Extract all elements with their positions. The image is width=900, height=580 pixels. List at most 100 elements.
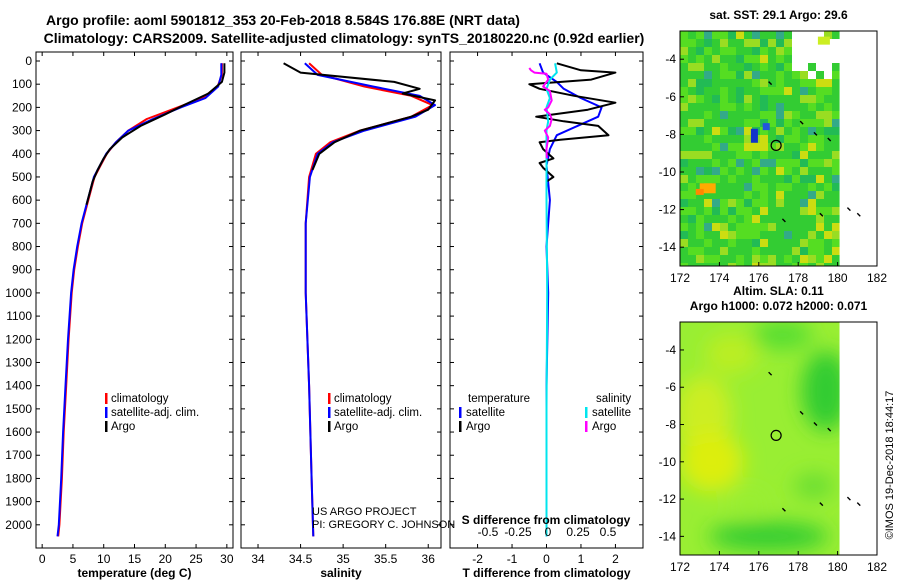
sst-cell [744,127,752,135]
sst-cell [688,31,696,39]
sst-cell [696,207,704,215]
sst-cell [832,127,840,135]
sst-cell [704,127,712,135]
sst-cell [720,39,728,47]
temperature-xtick-label: 0 [39,552,46,566]
sst-cell [744,191,752,199]
sst-cell [792,247,800,255]
sst-cell [832,95,840,103]
sst_map-field [680,31,877,266]
sst-cell [760,263,768,266]
sst-cell [760,223,768,231]
sst-cell [704,63,712,71]
sst-cell [744,111,752,119]
sst-cell [688,79,696,87]
sst_map-land-area [839,31,877,266]
sst-cell [744,167,752,175]
sst-cell [704,247,712,255]
sst-cell [688,223,696,231]
sst-cell [720,239,728,247]
sst-cell [728,63,736,71]
sst-patch [699,183,716,194]
sst-cell [696,215,704,223]
salinity-axes-frame [240,51,442,549]
sla_map-land-area [839,322,877,555]
temperature-ytick-label: 1400 [5,379,32,393]
sst-cell [768,87,776,95]
sst-cell [688,111,696,119]
sst-cell [720,79,728,87]
sst-cell [680,199,688,207]
sst-cell [776,63,784,71]
sst-cell [776,119,784,127]
sst-cell [824,95,832,103]
sst-cell [784,111,792,119]
sst-cell [816,239,824,247]
sst-cell [712,151,720,159]
sst-cell [680,47,688,55]
sst-cell [768,127,776,135]
sst-cell [760,87,768,95]
differences-series-t-argo [528,62,617,183]
sst-cell [760,207,768,215]
sst-cell [688,191,696,199]
temperature-ytick-label: 1200 [5,332,32,346]
sst-cell [808,119,816,127]
sst-cell [688,71,696,79]
temperature-ytick-label: 1300 [5,355,32,369]
sst-cell [712,63,720,71]
sst-cell [680,183,688,191]
sst-cell [752,95,760,103]
sst-cell [808,239,816,247]
sst-cell [824,183,832,191]
temperature-xtick-label: 5 [70,552,77,566]
sst-cell [736,151,744,159]
sst-cell [784,63,792,71]
sst-cell [688,127,696,135]
sst_map-xtick-label: 174 [709,271,729,285]
sst-cell [760,175,768,183]
sst-cell [816,127,824,135]
sst-cell [816,207,824,215]
sst-cell [720,135,728,143]
sst-cell [768,39,776,47]
sst-patch [762,123,770,131]
sst-cell [680,231,688,239]
sst-cell [752,199,760,207]
sst-cell [824,79,832,87]
island-marker [827,137,832,142]
salinity-xtick-label: 34 [251,552,265,566]
island-marker [813,422,818,427]
credit-project: US ARGO PROJECT [312,506,417,518]
differences-legend-left-swatch [459,421,462,432]
sst-cell [696,47,704,55]
sst-cell [816,231,824,239]
sla_map-ytick-label: -6 [665,380,676,394]
sst-cell [832,207,840,215]
island-marker [781,507,786,512]
salinity-xlabel: salinity [320,566,362,580]
sst_map-ytick-label: -10 [659,165,677,179]
temperature-xtick-label: 20 [159,552,173,566]
sst-cell [816,119,824,127]
sst-cell [792,183,800,191]
sst_map-ytick-label: -8 [665,127,676,141]
sst-cell [680,247,688,255]
temperature-ytick-label: 500 [12,170,32,184]
sst-cell [696,239,704,247]
sst-cell [792,103,800,111]
sst-cell [712,199,720,207]
sst-cell [816,87,824,95]
island-marker [768,81,773,86]
temperature-xtick-label: 10 [97,552,111,566]
differences-legend-left-label: satellite [466,407,505,419]
sst-cell [752,231,760,239]
sst-cell [792,143,800,151]
sst-cell [792,127,800,135]
sst-cell [816,79,824,87]
sst-cell [816,95,824,103]
sst-cell [824,111,832,119]
sst-cell [728,247,736,255]
sst-cell [792,263,800,266]
sst-cell [768,135,776,143]
